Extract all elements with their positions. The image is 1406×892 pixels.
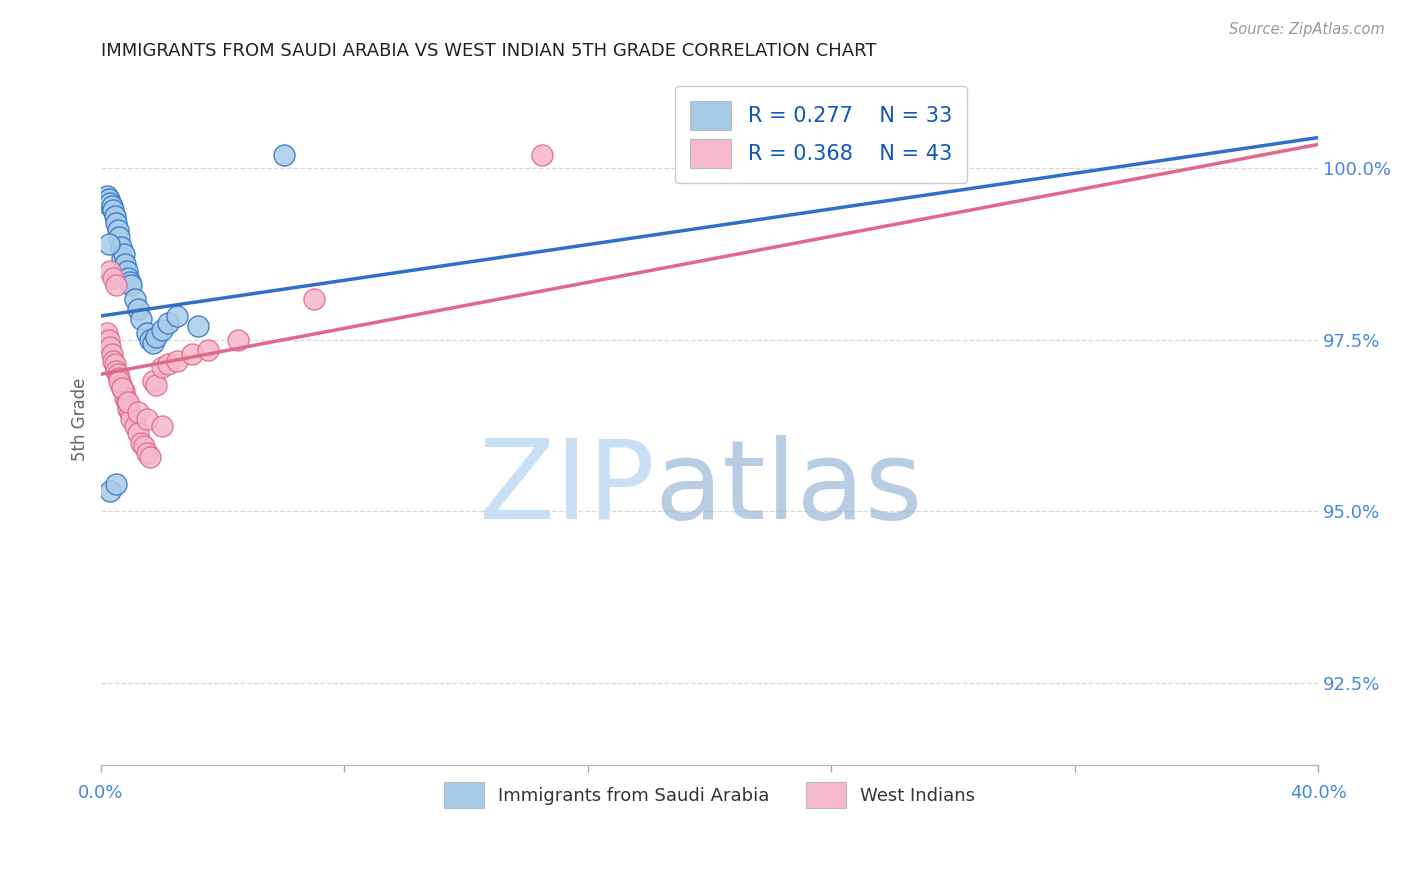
Point: [118, 275, 141, 289]
Point: [145, 329, 167, 343]
Point: [93, 333, 115, 347]
Point: [97, 236, 120, 251]
Point: [273, 147, 295, 161]
Point: [129, 435, 152, 450]
Point: [110, 240, 132, 254]
Point: [302, 292, 325, 306]
Point: [142, 374, 165, 388]
Text: Source: ZipAtlas.com: Source: ZipAtlas.com: [1229, 22, 1385, 37]
Point: [121, 412, 143, 426]
Point: [166, 353, 188, 368]
Point: [104, 357, 127, 371]
Point: [107, 368, 129, 382]
Point: [197, 343, 219, 358]
Point: [132, 439, 155, 453]
Point: [156, 357, 179, 371]
Point: [124, 418, 146, 433]
Point: [112, 384, 135, 399]
Point: [114, 391, 136, 405]
Legend: Immigrants from Saudi Arabia, West Indians: Immigrants from Saudi Arabia, West India…: [437, 775, 983, 815]
Point: [98, 195, 121, 210]
Point: [108, 230, 131, 244]
Point: [142, 336, 165, 351]
Point: [187, 319, 209, 334]
Text: 0.0%: 0.0%: [79, 784, 124, 803]
Point: [105, 477, 128, 491]
Point: [98, 340, 121, 354]
Point: [110, 377, 132, 392]
Point: [98, 483, 121, 498]
Point: [150, 360, 173, 375]
Text: ZIP: ZIP: [479, 434, 655, 541]
Point: [103, 202, 125, 217]
Point: [117, 394, 139, 409]
Point: [108, 370, 131, 384]
Point: [114, 258, 136, 272]
Point: [98, 264, 121, 278]
Text: IMMIGRANTS FROM SAUDI ARABIA VS WEST INDIAN 5TH GRADE CORRELATION CHART: IMMIGRANTS FROM SAUDI ARABIA VS WEST IND…: [101, 42, 876, 60]
Y-axis label: 5th Grade: 5th Grade: [72, 377, 89, 460]
Point: [531, 147, 554, 161]
Point: [96, 189, 118, 203]
Point: [108, 374, 131, 388]
Point: [181, 346, 204, 360]
Point: [105, 364, 128, 378]
Point: [100, 199, 122, 213]
Point: [150, 323, 173, 337]
Point: [104, 210, 127, 224]
Point: [111, 381, 134, 395]
Point: [135, 326, 157, 340]
Point: [124, 292, 146, 306]
Point: [150, 418, 173, 433]
Point: [156, 316, 179, 330]
Point: [145, 377, 167, 392]
Point: [105, 216, 128, 230]
Point: [115, 264, 138, 278]
Text: 40.0%: 40.0%: [1289, 784, 1347, 803]
Point: [127, 301, 149, 316]
Point: [127, 425, 149, 440]
Point: [103, 353, 125, 368]
Text: atlas: atlas: [655, 434, 924, 541]
Point: [117, 271, 139, 285]
Point: [166, 309, 188, 323]
Point: [96, 326, 118, 340]
Point: [226, 333, 249, 347]
Point: [107, 223, 129, 237]
Point: [94, 195, 117, 210]
Point: [127, 405, 149, 419]
Point: [118, 405, 141, 419]
Point: [138, 333, 160, 347]
Point: [103, 271, 125, 285]
Point: [100, 346, 122, 360]
Point: [117, 401, 139, 416]
Point: [97, 333, 120, 347]
Point: [112, 247, 135, 261]
Point: [135, 412, 157, 426]
Point: [115, 394, 138, 409]
Point: [138, 450, 160, 464]
Point: [97, 192, 120, 206]
Point: [135, 446, 157, 460]
Point: [121, 278, 143, 293]
Point: [129, 312, 152, 326]
Point: [111, 251, 134, 265]
Point: [111, 381, 134, 395]
Point: [105, 278, 128, 293]
